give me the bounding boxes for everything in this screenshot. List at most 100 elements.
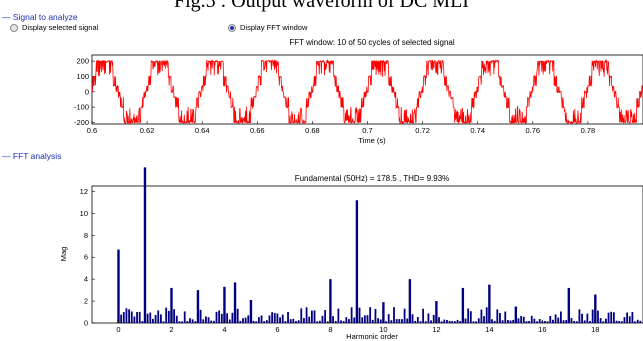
waveform-xtick-label: 0.74 <box>470 126 485 135</box>
fft-bar <box>456 319 459 323</box>
fft-bar <box>202 319 205 323</box>
fft-bar-major <box>355 200 359 323</box>
fft-bar <box>631 312 634 323</box>
fft-bar <box>575 321 578 323</box>
fft-bar-major <box>567 287 571 323</box>
fft-bar <box>284 321 287 323</box>
fft-bar <box>236 308 239 323</box>
fft-bar <box>165 307 168 323</box>
fft-bar-major <box>435 301 438 323</box>
fft-xtick-label: 10 <box>379 325 387 334</box>
fft-bar <box>215 311 218 323</box>
fft-bar <box>358 307 361 323</box>
fft-bar <box>530 315 533 323</box>
waveform-xticks: 0.6 0.62 0.64 0.66 0.68 0.7 0.72 0.74 0.76 0.78 <box>87 121 595 135</box>
fft-bar <box>125 308 128 323</box>
fft-bar <box>181 321 183 323</box>
fft-bar <box>345 317 348 323</box>
fft-bar <box>363 315 366 323</box>
fft-bar <box>377 318 379 323</box>
fft-bar <box>485 307 488 323</box>
fft-bar <box>138 311 141 323</box>
fft-bar <box>189 318 191 323</box>
fft-bar <box>578 309 581 323</box>
fft-bar <box>562 320 565 323</box>
display-selected-signal-radio[interactable]: Display selected signal <box>10 23 98 32</box>
fft-bar <box>559 311 562 323</box>
fft-bar <box>491 319 493 323</box>
waveform-plot-area <box>91 54 643 125</box>
fft-bar-major <box>488 284 491 323</box>
fft-bar <box>295 321 297 323</box>
display-selected-signal-label: Display selected signal <box>22 23 99 32</box>
fft-bar <box>379 319 382 323</box>
waveform-xtick-label: 0.62 <box>140 126 155 135</box>
signal-group-label-text: Signal to analyze <box>12 12 78 22</box>
fft-bar <box>501 320 504 323</box>
fft-bar <box>393 307 395 323</box>
fft-bar <box>424 321 427 323</box>
fft-bar <box>310 310 313 323</box>
fft-bar <box>589 321 591 323</box>
fft-bar <box>522 316 525 323</box>
fft-bar <box>154 314 157 323</box>
fft-bar <box>183 311 186 323</box>
waveform-ytick-label: 200 <box>76 57 89 66</box>
fft-bar <box>316 321 319 323</box>
fft-bar <box>538 319 541 323</box>
waveform-ytick-label: -100 <box>74 103 89 112</box>
fft-bar <box>128 309 130 323</box>
fft-bar <box>517 318 520 323</box>
fft-bar <box>639 320 642 323</box>
waveform-xtick-label: 0.64 <box>195 126 210 135</box>
fft-bar <box>130 311 133 323</box>
signal-group-label: — Signal to analyze <box>2 12 78 22</box>
fft-bar <box>271 312 274 323</box>
waveform-xtick-label: 0.68 <box>305 126 320 135</box>
fft-group-label: — FFT analysis <box>2 151 62 161</box>
fft-bar <box>292 318 295 323</box>
fft-xtick-label: 2 <box>169 325 173 334</box>
fft-bar <box>602 321 605 323</box>
waveform-xtick-label: 0.76 <box>525 126 540 135</box>
fft-ytick-label: 0 <box>84 319 88 328</box>
fft-bar <box>152 318 154 323</box>
fft-bar <box>626 312 629 323</box>
fft-xtick-label: 12 <box>432 325 440 334</box>
waveform-xtick-label: 0.78 <box>581 126 596 135</box>
fft-bar <box>257 317 260 323</box>
fft-bar <box>287 311 289 323</box>
fft-bar <box>218 310 221 323</box>
fft-plot-area <box>91 185 643 324</box>
fft-bar <box>300 308 303 323</box>
fft-bar <box>591 309 594 323</box>
fft-bar <box>605 318 607 323</box>
radio-checked-icon <box>228 23 236 32</box>
waveform-xtick-label: 0.66 <box>250 126 265 135</box>
display-fft-window-radio[interactable]: Display FFT window <box>228 23 307 32</box>
fft-bar-major <box>223 286 226 323</box>
fft-bar <box>279 317 281 323</box>
fft-bar <box>395 319 398 323</box>
waveform-ytick-label: 100 <box>76 72 89 81</box>
fft-bar <box>149 312 152 323</box>
fft-bar <box>162 321 165 323</box>
fft-bar <box>533 318 536 323</box>
fft-bar <box>242 318 244 323</box>
fft-bar <box>615 320 618 323</box>
fft-yticks: 12 10 8 6 4 2 0 <box>80 187 95 328</box>
fft-bar <box>528 321 530 323</box>
fft-bar <box>175 315 178 323</box>
fft-bar <box>303 318 305 323</box>
fft-ytick-label: 8 <box>84 231 88 240</box>
fft-bar <box>228 319 231 323</box>
fft-xtick-label: 0 <box>116 325 120 334</box>
fft-bar <box>326 321 329 323</box>
fft-bar <box>387 314 390 323</box>
fft-bar <box>554 314 557 323</box>
fft-xlabel: Harmonic order <box>346 332 398 341</box>
fft-bar <box>268 315 271 323</box>
fft-xtick-label: 14 <box>485 325 493 334</box>
fft-bar <box>467 308 470 323</box>
fft-bar <box>438 317 440 323</box>
